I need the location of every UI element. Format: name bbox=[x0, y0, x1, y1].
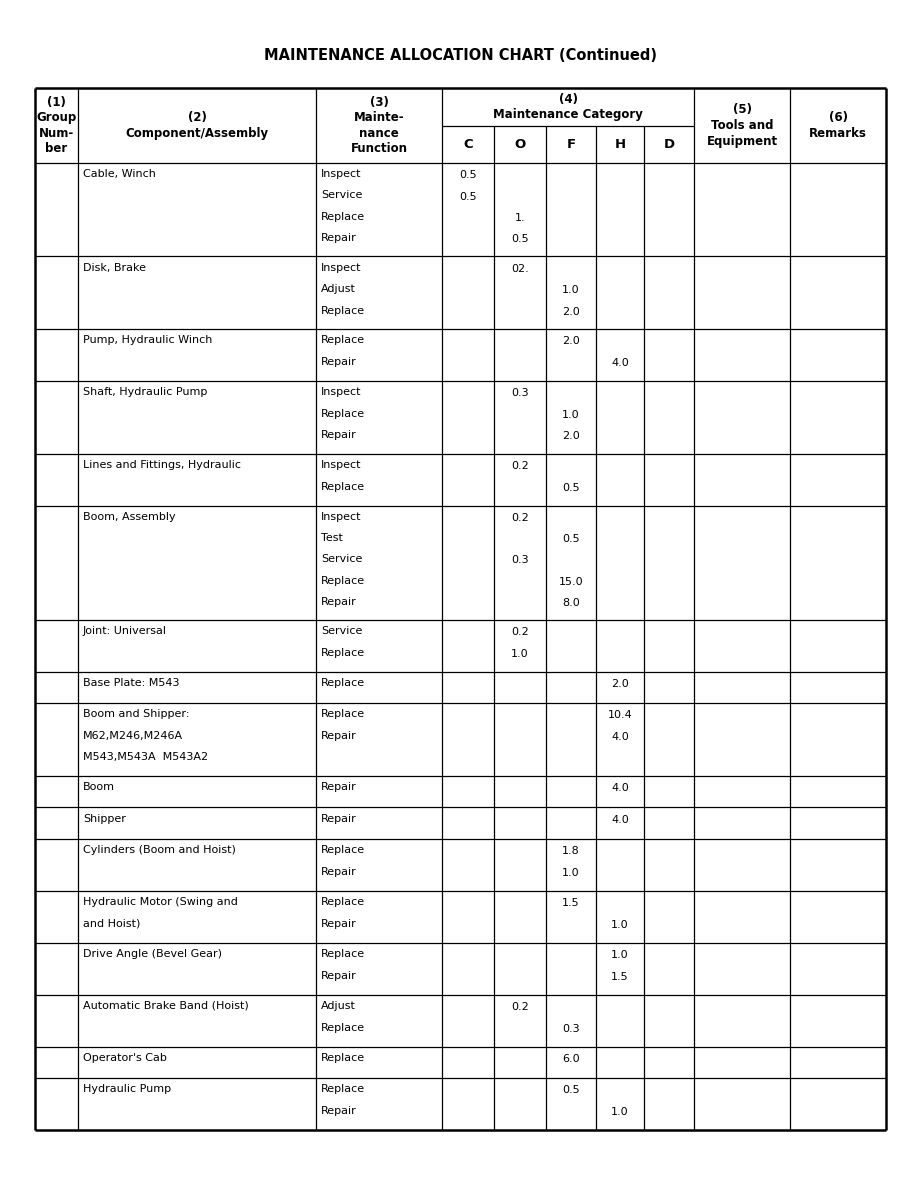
Text: 1.0: 1.0 bbox=[612, 950, 629, 960]
Text: Hydraulic Motor (Swing and: Hydraulic Motor (Swing and bbox=[83, 897, 238, 906]
Text: Pump, Hydraulic Winch: Pump, Hydraulic Winch bbox=[83, 335, 213, 346]
Text: Service: Service bbox=[321, 190, 362, 201]
Text: D: D bbox=[663, 138, 674, 151]
Text: Automatic Brake Band (Hoist): Automatic Brake Band (Hoist) bbox=[83, 1000, 249, 1011]
Text: Cable, Winch: Cable, Winch bbox=[83, 169, 156, 179]
Text: 1.: 1. bbox=[515, 213, 525, 223]
Text: Repair: Repair bbox=[321, 1106, 356, 1117]
Text: 8.0: 8.0 bbox=[562, 598, 580, 608]
Text: (6)
Remarks: (6) Remarks bbox=[809, 112, 867, 140]
Text: Replace: Replace bbox=[321, 211, 365, 222]
Text: 0.3: 0.3 bbox=[562, 1024, 580, 1034]
Text: Replace: Replace bbox=[321, 1085, 365, 1094]
Text: 0.5: 0.5 bbox=[562, 1086, 580, 1095]
Text: Repair: Repair bbox=[321, 430, 356, 441]
Text: 0.2: 0.2 bbox=[511, 513, 529, 523]
Text: Replace: Replace bbox=[321, 1023, 365, 1032]
Text: M543,M543A  M543A2: M543,M543A M543A2 bbox=[83, 752, 208, 763]
Text: 4.0: 4.0 bbox=[612, 732, 629, 742]
Text: Inspect: Inspect bbox=[321, 387, 362, 397]
Text: 10.4: 10.4 bbox=[608, 710, 633, 720]
Text: 6.0: 6.0 bbox=[562, 1054, 580, 1064]
Text: (5)
Tools and
Equipment: (5) Tools and Equipment bbox=[706, 103, 777, 147]
Text: Service: Service bbox=[321, 626, 362, 636]
Text: Shaft, Hydraulic Pump: Shaft, Hydraulic Pump bbox=[83, 387, 207, 397]
Text: Drive Angle (Bevel Gear): Drive Angle (Bevel Gear) bbox=[83, 949, 222, 959]
Text: Replace: Replace bbox=[321, 897, 365, 906]
Text: Cylinders (Boom and Hoist): Cylinders (Boom and Hoist) bbox=[83, 845, 236, 855]
Text: Boom: Boom bbox=[83, 782, 115, 792]
Text: Inspect: Inspect bbox=[321, 263, 362, 272]
Text: Replace: Replace bbox=[321, 335, 365, 346]
Text: 0.5: 0.5 bbox=[562, 484, 580, 493]
Text: 2.0: 2.0 bbox=[612, 680, 629, 689]
Text: (2)
Component/Assembly: (2) Component/Assembly bbox=[125, 112, 269, 140]
Text: 4.0: 4.0 bbox=[612, 359, 629, 368]
Text: Joint: Universal: Joint: Universal bbox=[83, 626, 167, 636]
Text: Replace: Replace bbox=[321, 305, 365, 316]
Text: O: O bbox=[514, 138, 526, 151]
Text: Replace: Replace bbox=[321, 647, 365, 658]
Text: Inspect: Inspect bbox=[321, 169, 362, 179]
Text: 1.0: 1.0 bbox=[562, 410, 580, 419]
Text: F: F bbox=[566, 138, 576, 151]
Text: Base Plate: M543: Base Plate: M543 bbox=[83, 678, 180, 688]
Text: Replace: Replace bbox=[321, 575, 365, 586]
Text: 4.0: 4.0 bbox=[612, 783, 629, 794]
Text: (4)
Maintenance Category: (4) Maintenance Category bbox=[493, 93, 643, 121]
Text: 1.0: 1.0 bbox=[562, 285, 580, 295]
Text: 1.5: 1.5 bbox=[612, 972, 629, 982]
Text: 0.5: 0.5 bbox=[511, 234, 529, 245]
Text: Repair: Repair bbox=[321, 596, 356, 607]
Text: Operator's Cab: Operator's Cab bbox=[83, 1053, 167, 1063]
Text: Repair: Repair bbox=[321, 358, 356, 367]
Text: Adjust: Adjust bbox=[321, 284, 356, 295]
Text: 02.: 02. bbox=[511, 264, 529, 273]
Text: Inspect: Inspect bbox=[321, 460, 362, 470]
Text: Replace: Replace bbox=[321, 678, 365, 688]
Text: Repair: Repair bbox=[321, 971, 356, 981]
Text: Repair: Repair bbox=[321, 782, 356, 792]
Text: Lines and Fittings, Hydraulic: Lines and Fittings, Hydraulic bbox=[83, 460, 241, 470]
Text: 2.0: 2.0 bbox=[562, 336, 580, 347]
Text: and Hoist): and Hoist) bbox=[83, 918, 140, 929]
Text: Replace: Replace bbox=[321, 845, 365, 855]
Text: H: H bbox=[614, 138, 625, 151]
Text: Inspect: Inspect bbox=[321, 512, 362, 522]
Text: Replace: Replace bbox=[321, 709, 365, 720]
Text: Replace: Replace bbox=[321, 1053, 365, 1063]
Text: (1)
Group
Num-
ber: (1) Group Num- ber bbox=[36, 96, 76, 156]
Text: 2.0: 2.0 bbox=[562, 307, 580, 317]
Text: (3)
Mainte-
nance
Function: (3) Mainte- nance Function bbox=[351, 96, 407, 156]
Text: 2.0: 2.0 bbox=[562, 431, 580, 442]
Text: Boom and Shipper:: Boom and Shipper: bbox=[83, 709, 190, 720]
Text: Replace: Replace bbox=[321, 409, 365, 419]
Text: 1.0: 1.0 bbox=[612, 920, 629, 930]
Text: 4.0: 4.0 bbox=[612, 815, 629, 824]
Text: Disk, Brake: Disk, Brake bbox=[83, 263, 146, 272]
Text: Replace: Replace bbox=[321, 949, 365, 959]
Text: Replace: Replace bbox=[321, 482, 365, 492]
Text: 1.0: 1.0 bbox=[612, 1107, 629, 1117]
Text: 0.5: 0.5 bbox=[460, 191, 477, 202]
Text: Hydraulic Pump: Hydraulic Pump bbox=[83, 1085, 171, 1094]
Text: C: C bbox=[463, 138, 472, 151]
Text: Adjust: Adjust bbox=[321, 1000, 356, 1011]
Text: Repair: Repair bbox=[321, 918, 356, 929]
Text: Service: Service bbox=[321, 555, 362, 564]
Text: Repair: Repair bbox=[321, 233, 356, 244]
Text: Boom, Assembly: Boom, Assembly bbox=[83, 512, 176, 522]
Text: 1.8: 1.8 bbox=[562, 846, 580, 855]
Text: Repair: Repair bbox=[321, 867, 356, 877]
Text: 0.2: 0.2 bbox=[511, 627, 529, 637]
Text: Repair: Repair bbox=[321, 731, 356, 741]
Text: 0.5: 0.5 bbox=[562, 535, 580, 544]
Text: 0.3: 0.3 bbox=[511, 555, 529, 565]
Text: 0.5: 0.5 bbox=[460, 170, 477, 181]
Text: M62,M246,M246A: M62,M246,M246A bbox=[83, 731, 183, 741]
Text: 0.3: 0.3 bbox=[511, 388, 529, 398]
Text: 0.2: 0.2 bbox=[511, 461, 529, 472]
Text: 1.0: 1.0 bbox=[562, 868, 580, 878]
Text: Repair: Repair bbox=[321, 814, 356, 823]
Text: MAINTENANCE ALLOCATION CHART (Continued): MAINTENANCE ALLOCATION CHART (Continued) bbox=[263, 49, 657, 63]
